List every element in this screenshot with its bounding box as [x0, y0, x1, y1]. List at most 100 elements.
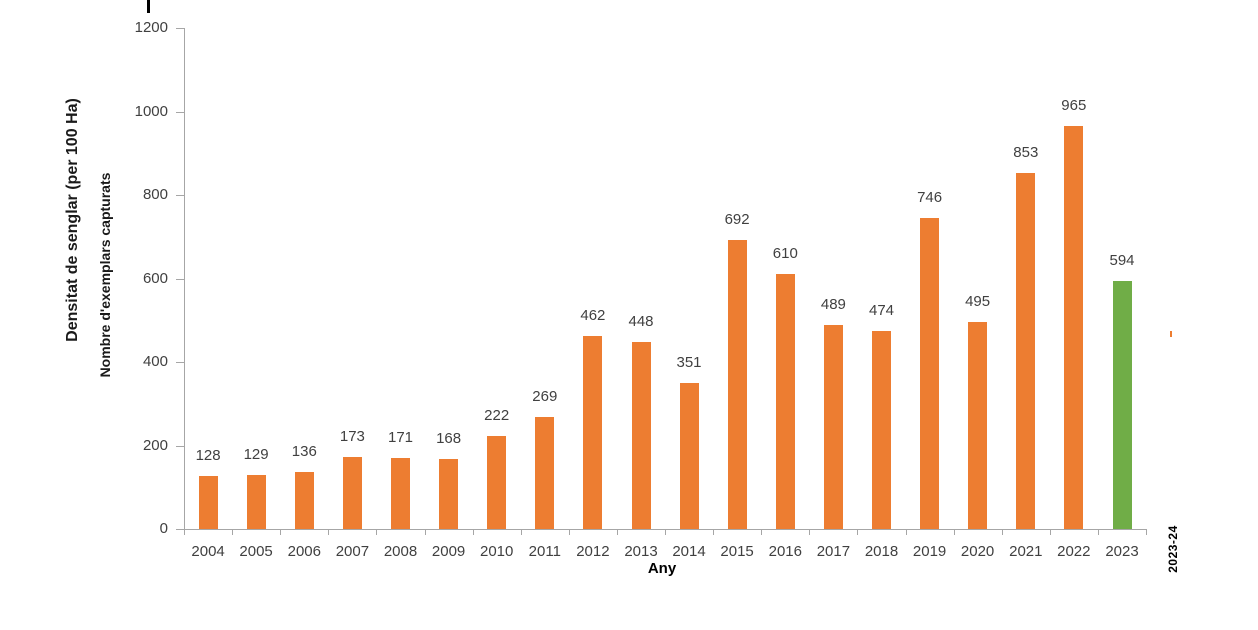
bar: [294, 472, 314, 529]
x-tick-label: 2021: [1009, 543, 1043, 560]
x-tick-label: 2010: [480, 543, 514, 560]
bar: [246, 475, 266, 529]
x-tick-label: 2007: [335, 543, 370, 560]
y-tick-mark: [176, 195, 184, 196]
bar: [535, 416, 555, 529]
x-tick-label: 2008: [383, 543, 418, 560]
y-tick-label: 200: [142, 436, 168, 454]
bar-value-label: 853: [1013, 143, 1039, 161]
x-tick-label: 2015: [720, 543, 754, 560]
bar-value-label: 173: [339, 427, 365, 445]
bar-value-label: 462: [580, 307, 606, 325]
bar-value-label: 474: [868, 302, 895, 320]
x-tick-label: 2006: [287, 543, 321, 560]
bar: [968, 322, 988, 529]
x-tick-label: 2023: [1105, 543, 1139, 560]
bar-value-label: 136: [291, 443, 317, 461]
bar-value-label: 269: [532, 387, 558, 405]
y-axis-line: [184, 28, 185, 530]
x-tick-mark: [424, 529, 426, 535]
x-tick-mark: [761, 529, 763, 535]
bar-value-label: 448: [628, 313, 654, 330]
y-tick-mark: [176, 28, 184, 29]
x-tick-mark: [809, 529, 811, 535]
x-tick-mark: [520, 529, 522, 535]
x-tick-mark: [1049, 529, 1051, 535]
x-tick-mark: [376, 529, 378, 535]
bar: [1112, 281, 1132, 529]
bar: [679, 382, 699, 529]
x-tick-label: 2022: [1057, 543, 1091, 560]
x-tick-label: 2018: [864, 543, 899, 560]
y-tick-label: 800: [142, 186, 168, 203]
x-tick-label: 2011: [528, 543, 561, 560]
x-tick-mark: [184, 529, 185, 535]
bar-value-label: 965: [1061, 97, 1087, 115]
side-annotation: 2023-24: [1166, 525, 1180, 573]
y-tick-mark: [176, 362, 184, 363]
bar-value-label: 489: [820, 295, 846, 313]
bar-value-label: 168: [436, 429, 462, 447]
bar: [198, 475, 218, 529]
x-tick-label: 2020: [960, 543, 995, 560]
y-tick-label: 0: [159, 520, 168, 537]
y-tick-label: 1000: [134, 102, 168, 120]
bar: [872, 331, 891, 529]
x-tick-mark: [857, 529, 859, 535]
y-tick-mark: [176, 445, 184, 447]
bar: [342, 456, 362, 529]
x-tick-mark: [1001, 529, 1003, 535]
x-tick-label: 2004: [191, 543, 225, 560]
bar: [487, 436, 507, 529]
orange-artifact-dot: [1170, 331, 1172, 337]
bar-value-label: 222: [484, 407, 510, 425]
x-tick-mark: [568, 529, 570, 535]
x-tick-mark: [665, 529, 666, 535]
x-tick-label: 2017: [816, 543, 851, 560]
y-tick-label: 1200: [134, 19, 168, 36]
bar: [727, 240, 747, 529]
x-tick-mark: [616, 529, 618, 535]
x-tick-label: 2009: [431, 543, 466, 560]
y-tick-mark: [176, 278, 184, 280]
x-tick-label: 2019: [912, 543, 947, 560]
bar-value-label: 128: [195, 446, 221, 464]
y-tick-label: 400: [142, 353, 168, 370]
bar-value-label: 129: [243, 446, 269, 464]
bar: [920, 217, 940, 529]
x-tick-mark: [713, 529, 715, 535]
bar-value-label: 351: [676, 353, 702, 371]
x-tick-label: 2005: [239, 543, 273, 560]
bar: [439, 458, 459, 529]
bar: [775, 274, 795, 529]
x-tick-label: 2013: [624, 543, 658, 560]
bar-value-label: 171: [387, 428, 414, 446]
bar: [1064, 126, 1084, 529]
bar: [391, 457, 410, 529]
bar: [823, 324, 843, 529]
x-tick-mark: [280, 529, 282, 535]
y-tick-label: 600: [142, 269, 168, 287]
bar: [631, 342, 651, 529]
y-tick-mark: [176, 529, 184, 530]
x-tick-label: 2014: [672, 543, 706, 560]
bar: [583, 336, 603, 529]
x-tick-mark: [472, 529, 474, 535]
x-tick-label: 2012: [576, 543, 610, 560]
bar-value-label: 692: [724, 211, 750, 229]
x-tick-mark: [953, 529, 955, 535]
y-tick-mark: [176, 111, 184, 113]
x-tick-mark: [328, 529, 330, 535]
x-tick-label: 2016: [768, 543, 802, 560]
bar: [1016, 172, 1036, 529]
x-tick-mark: [905, 529, 907, 535]
x-tick-mark: [1146, 529, 1147, 535]
bar-value-label: 495: [965, 293, 991, 311]
x-tick-mark: [232, 529, 234, 535]
x-tick-mark: [1097, 529, 1099, 535]
bar-value-label: 610: [772, 245, 798, 263]
bar-value-label: 746: [917, 188, 943, 206]
x-axis-title: Any: [647, 560, 677, 577]
